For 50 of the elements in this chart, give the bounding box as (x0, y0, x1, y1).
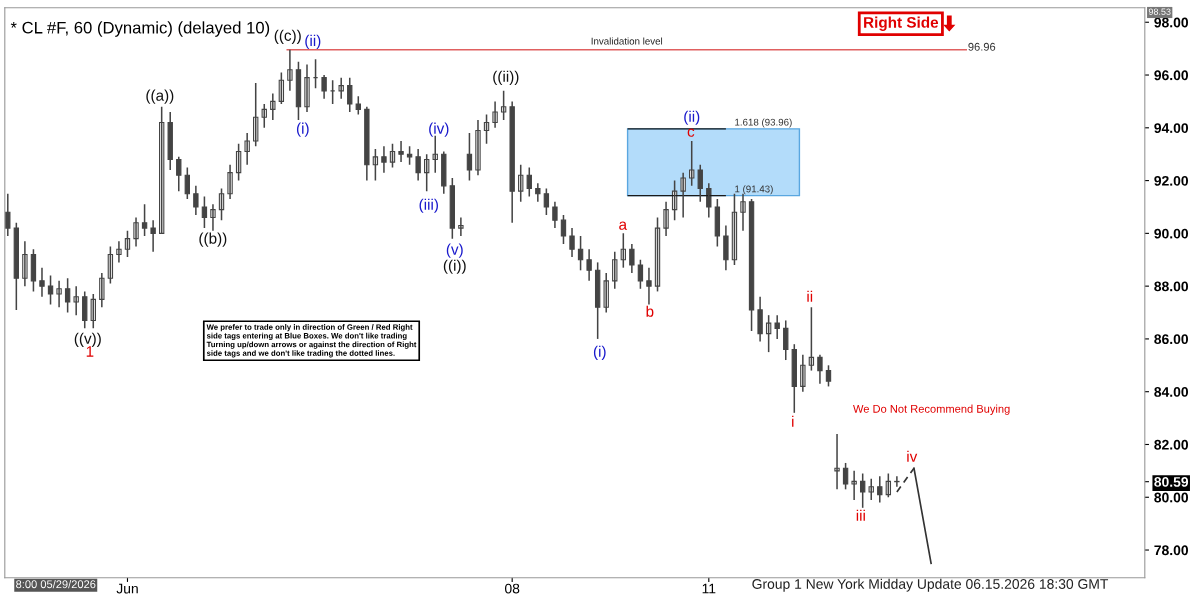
annotation: ((ii)) (493, 70, 519, 85)
candlestick (82, 290, 88, 330)
annotation: (iv) (429, 122, 449, 137)
annotation: a (619, 221, 628, 230)
ref-line-label: Invalidation level (591, 37, 663, 45)
annotation: b (646, 305, 654, 317)
y-tick-label: 78.00 (1154, 545, 1189, 556)
ref-line-label: 1 (91.43) (735, 185, 773, 195)
y-tick-label: 80.00 (1154, 492, 1189, 503)
annotation: iv (907, 450, 918, 462)
candlestick (526, 166, 532, 198)
annotation: (ii) (305, 34, 321, 50)
annotation: ((i)) (443, 259, 466, 274)
annotation: ((a)) (146, 89, 174, 104)
x-tick-label: 11 (702, 583, 716, 594)
annotation: 96.96 (968, 42, 996, 51)
text: Group 1 New York Midday Update 06.15.2026 18:30 GMT (752, 578, 1109, 592)
annotation: c (687, 128, 695, 137)
y-tick-label: 82.00 (1154, 439, 1189, 450)
text: * CL #F, 60 (Dynamic) (delayed 10) (10, 21, 270, 37)
annotation: (i) (296, 122, 309, 137)
annotation: i (792, 415, 794, 427)
annotation: ((v)) (74, 332, 101, 347)
y-tick-label: 80.59 (1154, 477, 1189, 487)
annotation: (i) (593, 345, 606, 360)
annotation: ii (807, 290, 813, 302)
y-tick-label: 96.00 (1154, 70, 1189, 81)
annotation: 1 (86, 346, 94, 357)
y-tick-label: 90.00 (1154, 228, 1189, 239)
y-tick-label: 98.00 (1154, 17, 1189, 28)
x-tick-label: 08 (505, 583, 520, 594)
y-tick-label: 92.00 (1154, 175, 1189, 186)
annotation: (iii) (419, 198, 438, 213)
text: 8:00 05/29/2026 (16, 580, 96, 589)
annotation: ((c)) (274, 29, 301, 44)
y-tick-label: 94.00 (1154, 123, 1189, 133)
y-tick-label: 84.00 (1154, 387, 1189, 397)
annotation: (ii) (684, 110, 700, 125)
y-tick-label: 88.00 (1154, 281, 1189, 292)
annotation: iii (856, 509, 865, 521)
candlestick (90, 293, 96, 330)
x-tick-label: Jun (116, 583, 138, 594)
candlestick (518, 163, 524, 203)
text: 98.53 (1148, 8, 1171, 15)
annotation: Right Side (864, 16, 939, 31)
ref-line-label: 1.618 (93.96) (735, 118, 792, 128)
annotation: (v) (446, 243, 463, 258)
annotation: ((b)) (199, 232, 227, 247)
y-tick-label: 86.00 (1154, 334, 1189, 345)
annotation: We Do Not Recommend Buying (853, 404, 1010, 415)
